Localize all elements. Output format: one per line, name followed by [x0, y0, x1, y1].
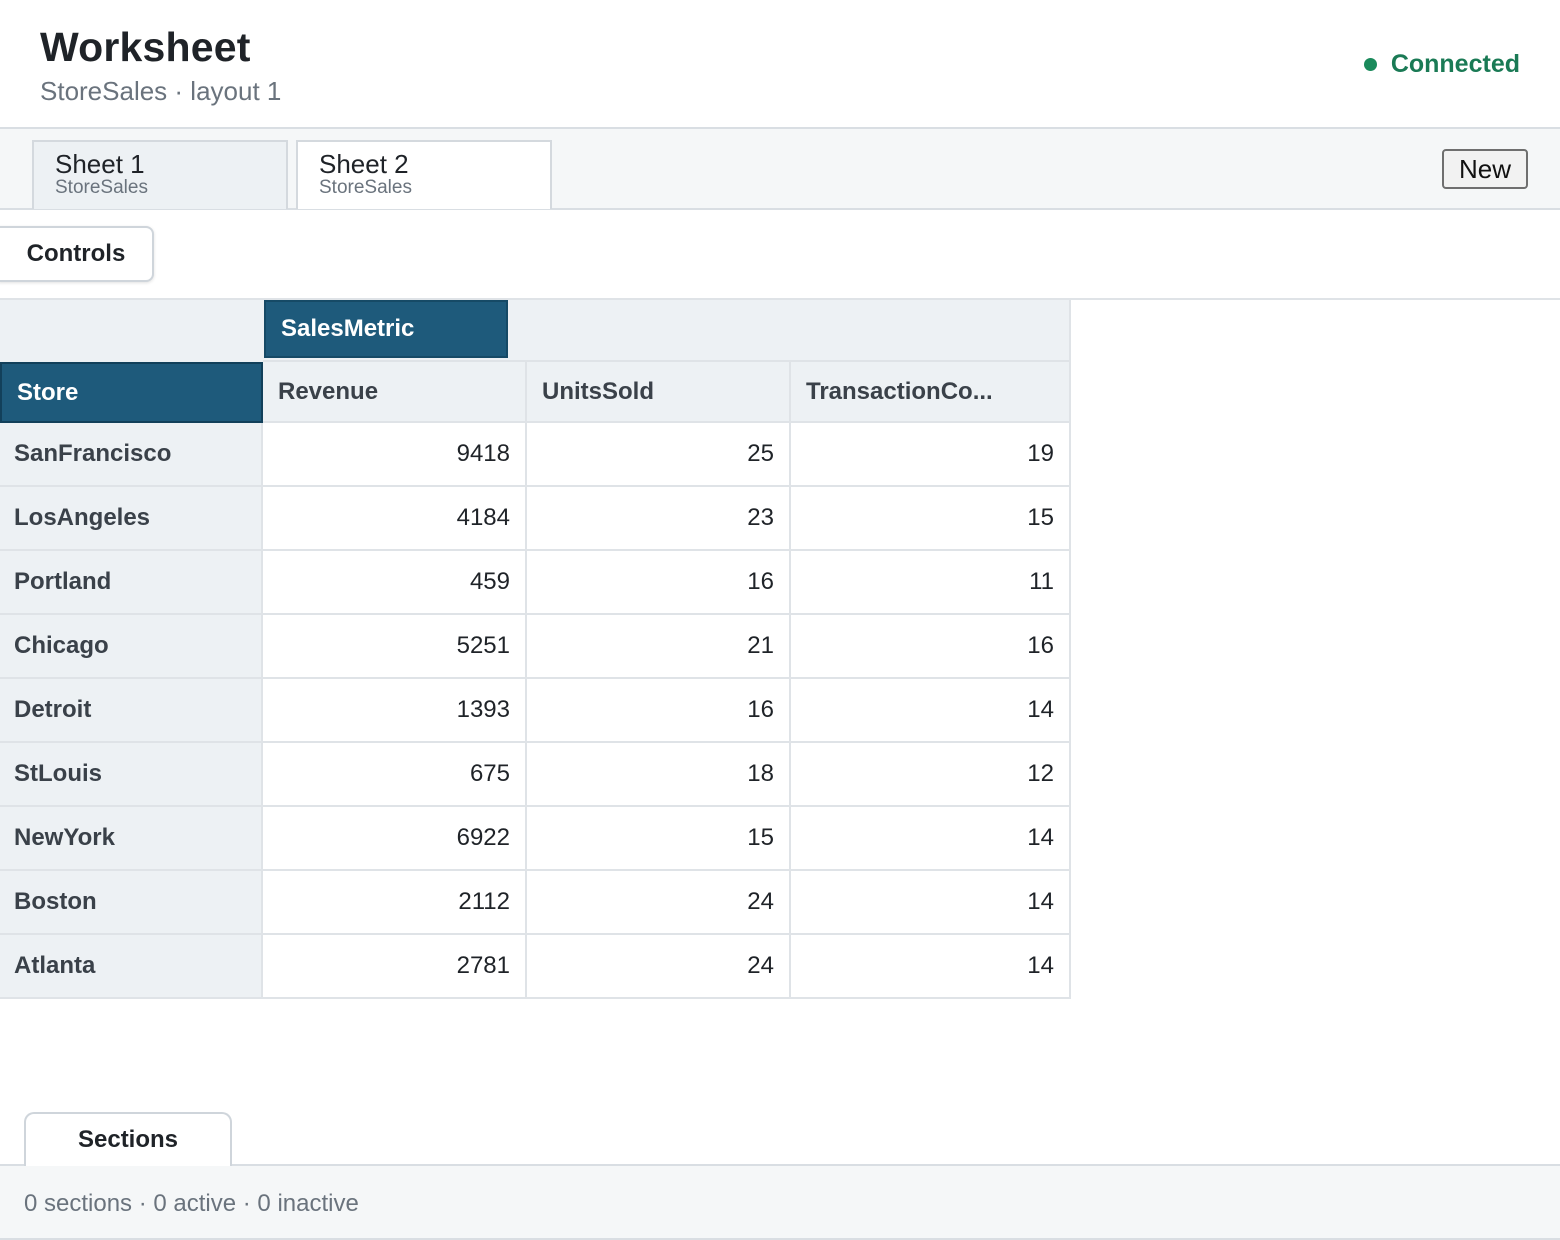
table-cell[interactable]: 459: [263, 551, 527, 615]
table-cell[interactable]: 2781: [263, 935, 527, 999]
table-cell[interactable]: 14: [791, 679, 1071, 743]
table-cell[interactable]: 4184: [263, 487, 527, 551]
sections-tab[interactable]: Sections: [24, 1112, 232, 1166]
table-cell[interactable]: 14: [791, 871, 1071, 935]
column-header[interactable]: TransactionCo...: [791, 362, 1071, 423]
table-cell[interactable]: 675: [263, 743, 527, 807]
pivot-corner: [0, 300, 263, 362]
status-label: Connected: [1390, 50, 1520, 78]
page-subtitle: StoreSales · layout 1: [40, 76, 282, 106]
table-cell[interactable]: 14: [791, 807, 1071, 871]
row-field-header[interactable]: Store: [0, 362, 263, 423]
table-cell[interactable]: 21: [527, 615, 791, 679]
status-dot-icon: [1363, 58, 1377, 71]
pivot-table: SalesMetric Store Revenue UnitsSold Transa…: [0, 300, 1072, 1000]
row-header[interactable]: Atlanta: [0, 935, 263, 999]
table-cell[interactable]: 11: [791, 551, 1071, 615]
controls-strip: Controls: [0, 210, 1560, 300]
table-cell[interactable]: 12: [791, 743, 1071, 807]
table-cell[interactable]: 1393: [263, 679, 527, 743]
connection-status: Connected: [1363, 50, 1520, 79]
column-header[interactable]: UnitsSold: [527, 362, 791, 423]
sections-footer: 0 sections · 0 active · 0 inactive: [0, 1164, 1560, 1240]
row-header[interactable]: Chicago: [0, 615, 263, 679]
tab-source: StoreSales: [55, 177, 148, 198]
tab-sheet-2[interactable]: Sheet 2 StoreSales: [296, 140, 552, 209]
table-cell[interactable]: 15: [791, 487, 1071, 551]
table-cell[interactable]: 24: [527, 935, 791, 999]
tab-label: Sheet 2: [319, 149, 409, 179]
sheet-tab-bar: Sheet 1 StoreSales Sheet 2 StoreSales Ne…: [0, 129, 1560, 210]
row-header[interactable]: Boston: [0, 871, 263, 935]
tab-label: Sheet 1: [55, 149, 145, 179]
controls-button[interactable]: Controls: [0, 226, 154, 282]
row-header[interactable]: NewYork: [0, 807, 263, 871]
table-cell[interactable]: 16: [791, 615, 1071, 679]
row-header[interactable]: Portland: [0, 551, 263, 615]
table-cell[interactable]: 6922: [263, 807, 527, 871]
tab-sheet-1[interactable]: Sheet 1 StoreSales: [32, 140, 288, 209]
table-cell[interactable]: 16: [527, 679, 791, 743]
table-cell[interactable]: 2112: [263, 871, 527, 935]
row-header[interactable]: LosAngeles: [0, 487, 263, 551]
page-title: Worksheet: [40, 24, 251, 70]
app-header: Worksheet StoreSales · layout 1 Connecte…: [0, 0, 1560, 129]
row-header[interactable]: StLouis: [0, 743, 263, 807]
row-header[interactable]: SanFrancisco: [0, 423, 263, 487]
column-field-pill[interactable]: SalesMetric: [264, 300, 508, 358]
table-cell[interactable]: 24: [527, 871, 791, 935]
table-cell[interactable]: 19: [791, 423, 1071, 487]
tab-source: StoreSales: [319, 177, 412, 198]
row-header[interactable]: Detroit: [0, 679, 263, 743]
table-cell[interactable]: 5251: [263, 615, 527, 679]
table-cell[interactable]: 18: [527, 743, 791, 807]
new-sheet-button[interactable]: New: [1442, 149, 1528, 189]
table-cell[interactable]: 16: [527, 551, 791, 615]
table-cell[interactable]: 25: [527, 423, 791, 487]
sections-summary: 0 sections · 0 active · 0 inactive: [24, 1190, 359, 1217]
table-cell[interactable]: 23: [527, 487, 791, 551]
table-cell[interactable]: 14: [791, 935, 1071, 999]
table-cell[interactable]: 15: [527, 807, 791, 871]
column-header[interactable]: Revenue: [263, 362, 527, 423]
table-cell[interactable]: 9418: [263, 423, 527, 487]
